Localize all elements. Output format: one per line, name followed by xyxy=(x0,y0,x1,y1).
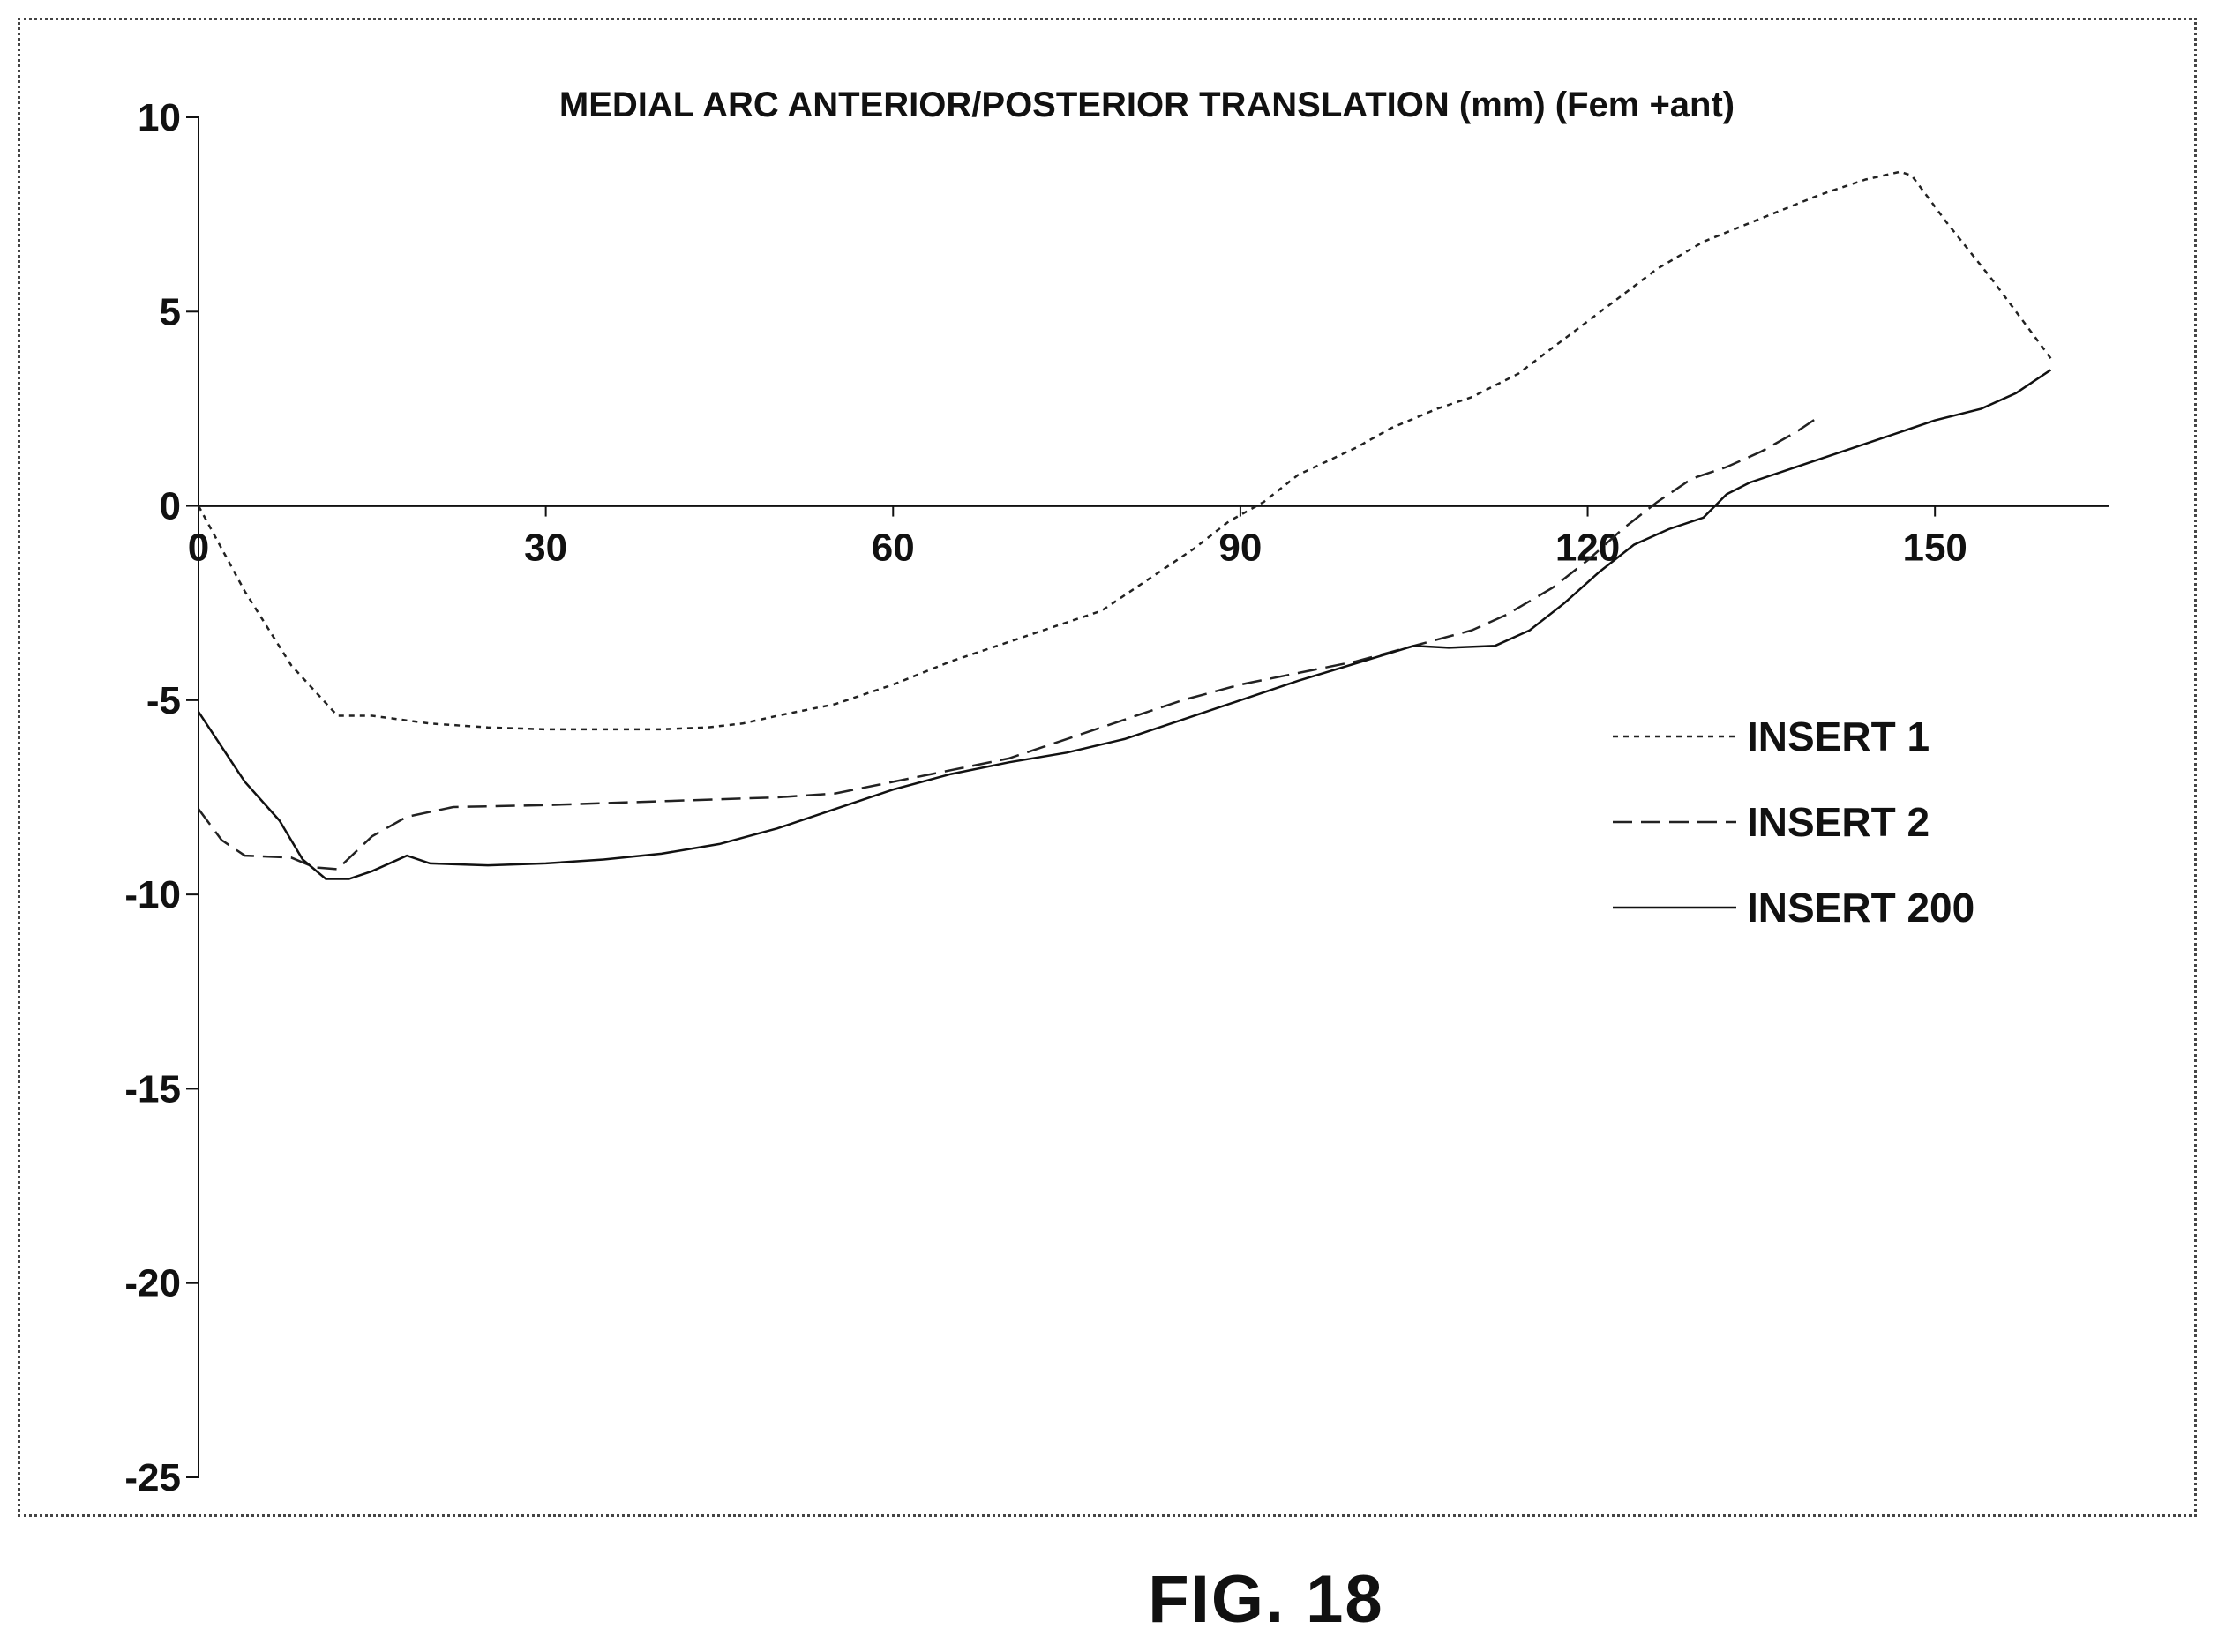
y-tick-label: -15 xyxy=(124,1067,181,1110)
y-tick-label: 0 xyxy=(160,485,181,528)
x-tick-label: 150 xyxy=(1902,527,1967,570)
chart-title: MEDIAL ARC ANTERIOR/POSTERIOR TRANSLATIO… xyxy=(559,86,1735,124)
y-tick-label: 10 xyxy=(138,96,181,139)
x-tick-label: 90 xyxy=(1218,527,1262,570)
y-tick-label: -25 xyxy=(124,1456,181,1499)
series-line-2 xyxy=(197,415,1820,871)
y-tick-label: 5 xyxy=(160,290,181,333)
x-tick-label: 120 xyxy=(1555,527,1620,570)
x-tick-label: 60 xyxy=(872,527,915,570)
series-line-3 xyxy=(197,369,2052,880)
legend-label-3: INSERT 200 xyxy=(1747,885,1974,931)
axes: 10 5 0 -5 -10 -15 -20 -25 0 30 60 90 120 150 xyxy=(124,96,2109,1499)
legend: INSERT 1 INSERT 2 INSERT 200 xyxy=(1613,714,1974,931)
y-tick-label: -10 xyxy=(124,873,181,916)
line-chart: MEDIAL ARC ANTERIOR/POSTERIOR TRANSLATIO… xyxy=(124,86,2109,1499)
figure-label: FIG. 18 xyxy=(1148,1562,1384,1637)
legend-label-1: INSERT 1 xyxy=(1747,714,1930,759)
series-line-1 xyxy=(197,170,2052,731)
x-tick-label: 30 xyxy=(524,527,567,570)
legend-label-2: INSERT 2 xyxy=(1747,799,1930,845)
series-lines xyxy=(197,170,2052,880)
chart-frame xyxy=(18,18,2197,1517)
x-tick-label: 0 xyxy=(188,527,209,570)
y-tick-label: -5 xyxy=(146,679,181,722)
y-tick-label: -20 xyxy=(124,1262,181,1305)
